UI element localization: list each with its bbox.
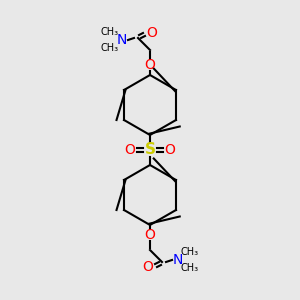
- Text: O: O: [147, 26, 158, 40]
- Text: O: O: [165, 143, 176, 157]
- Text: CH₃: CH₃: [181, 247, 199, 257]
- Text: CH₃: CH₃: [101, 43, 119, 53]
- Text: N: N: [117, 33, 127, 47]
- Text: O: O: [124, 143, 135, 157]
- Text: CH₃: CH₃: [181, 263, 199, 273]
- Text: O: O: [145, 58, 155, 72]
- Text: O: O: [145, 228, 155, 242]
- Text: N: N: [173, 253, 183, 267]
- Text: S: S: [145, 142, 155, 158]
- Text: CH₃: CH₃: [101, 27, 119, 37]
- Text: O: O: [142, 260, 153, 274]
